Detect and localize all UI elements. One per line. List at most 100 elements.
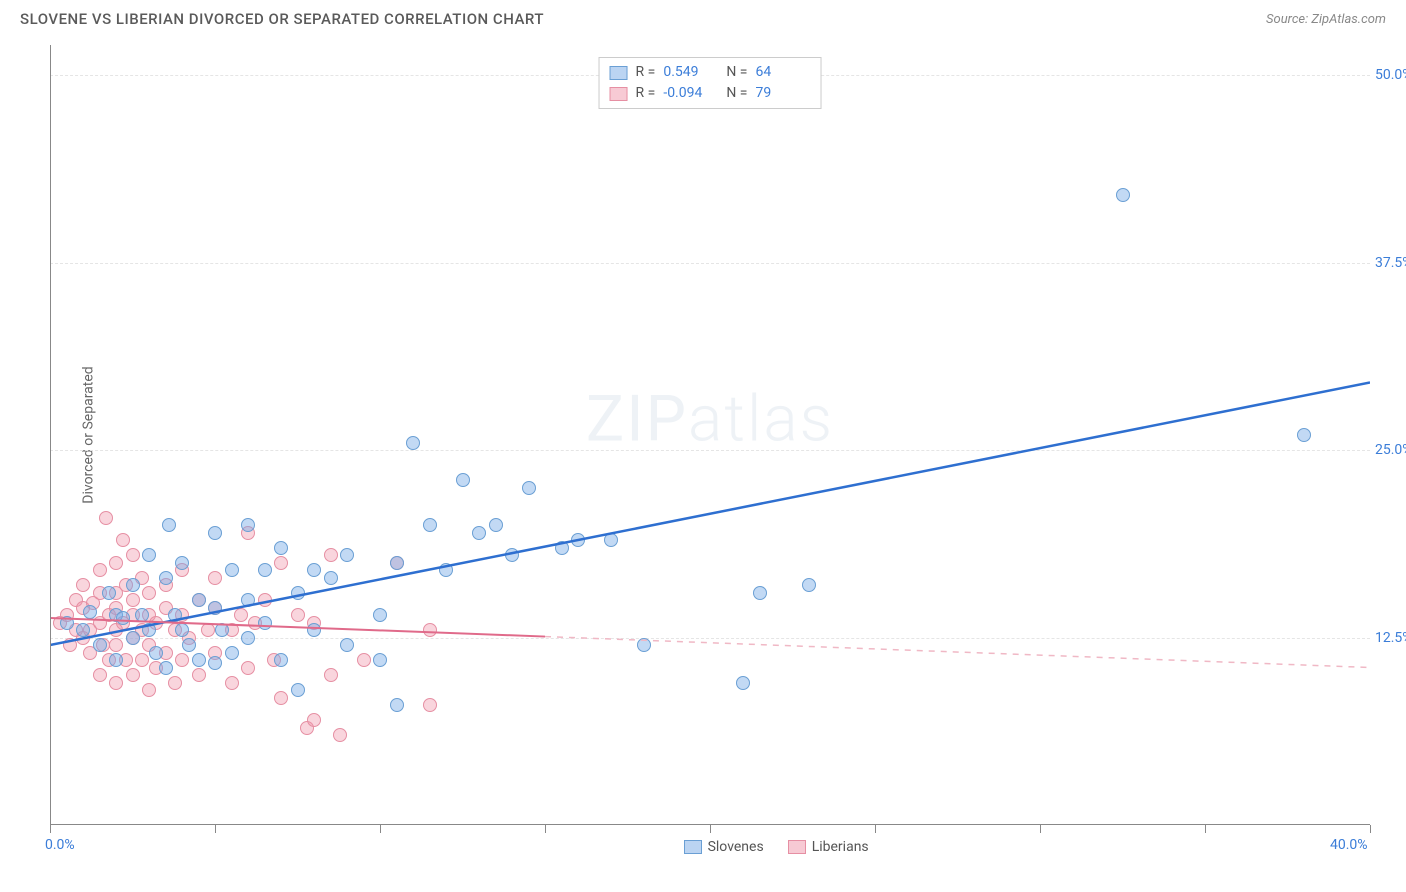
data-point (324, 548, 338, 562)
y-axis-line (50, 45, 51, 825)
data-point (291, 683, 305, 697)
data-point (109, 676, 123, 690)
data-point (307, 563, 321, 577)
data-point (274, 653, 288, 667)
data-point (201, 623, 215, 637)
data-point (192, 668, 206, 682)
data-point (182, 638, 196, 652)
data-point (423, 623, 437, 637)
data-point (736, 676, 750, 690)
data-point (142, 683, 156, 697)
data-point (571, 533, 585, 547)
data-point (472, 526, 486, 540)
data-point (109, 653, 123, 667)
data-point (215, 623, 229, 637)
data-point (109, 638, 123, 652)
data-point (234, 608, 248, 622)
correlation-legend: R = 0.549 N = 64 R = -0.094 N = 79 (599, 57, 822, 109)
data-point (423, 698, 437, 712)
data-point (274, 556, 288, 570)
data-point (168, 608, 182, 622)
data-point (135, 653, 149, 667)
x-tick (710, 825, 711, 833)
y-tick-label: 25.0% (1375, 442, 1406, 458)
data-point (258, 593, 272, 607)
data-point (373, 608, 387, 622)
data-point (126, 631, 140, 645)
data-point (324, 668, 338, 682)
data-point (241, 518, 255, 532)
data-point (274, 541, 288, 555)
data-point (274, 691, 288, 705)
data-point (340, 548, 354, 562)
regression-lines (50, 45, 1370, 825)
data-point (307, 713, 321, 727)
data-point (208, 571, 222, 585)
data-point (83, 605, 97, 619)
data-point (175, 653, 189, 667)
chart-container: Divorced or Separated ZIPatlas 12.5%25.0… (50, 45, 1370, 825)
r-value-liberians: -0.094 (663, 83, 718, 104)
x-tick (1040, 825, 1041, 833)
y-tick-label: 12.5% (1375, 630, 1406, 646)
data-point (225, 646, 239, 660)
data-point (324, 571, 338, 585)
swatch-pink-icon (788, 840, 806, 854)
n-value-liberians: 79 (755, 83, 810, 104)
data-point (1116, 188, 1130, 202)
data-point (142, 548, 156, 562)
data-point (505, 548, 519, 562)
data-point (522, 481, 536, 495)
data-point (168, 676, 182, 690)
data-point (109, 556, 123, 570)
data-point (126, 668, 140, 682)
data-point (76, 623, 90, 637)
data-point (142, 623, 156, 637)
data-point (439, 563, 453, 577)
data-point (175, 623, 189, 637)
x-axis-line (50, 824, 1370, 825)
r-value-slovenes: 0.549 (663, 62, 718, 83)
data-point (116, 533, 130, 547)
data-point (340, 638, 354, 652)
series-legend: Slovenes Liberians (684, 839, 869, 855)
data-point (456, 473, 470, 487)
data-point (126, 593, 140, 607)
data-point (175, 556, 189, 570)
data-point (637, 638, 651, 652)
data-point (1297, 428, 1311, 442)
data-point (192, 653, 206, 667)
data-point (333, 728, 347, 742)
data-point (208, 526, 222, 540)
swatch-blue-icon (610, 66, 628, 80)
data-point (149, 646, 163, 660)
gridline (50, 263, 1370, 264)
data-point (99, 511, 113, 525)
x-tick (1370, 825, 1371, 833)
x-tick (875, 825, 876, 833)
legend-item-liberians: Liberians (788, 839, 869, 855)
data-point (225, 676, 239, 690)
data-point (406, 436, 420, 450)
data-point (208, 601, 222, 615)
data-point (60, 616, 74, 630)
data-point (258, 563, 272, 577)
y-tick-label: 37.5% (1375, 255, 1406, 271)
data-point (373, 653, 387, 667)
data-point (241, 661, 255, 675)
data-point (142, 586, 156, 600)
data-point (307, 623, 321, 637)
x-tick (380, 825, 381, 833)
data-point (93, 668, 107, 682)
data-point (159, 661, 173, 675)
data-point (423, 518, 437, 532)
x-tick (545, 825, 546, 833)
x-tick-label: 40.0% (1330, 837, 1368, 853)
legend-item-slovenes: Slovenes (684, 839, 764, 855)
data-point (192, 593, 206, 607)
data-point (241, 593, 255, 607)
data-point (93, 638, 107, 652)
data-point (126, 578, 140, 592)
data-point (208, 656, 222, 670)
data-point (489, 518, 503, 532)
